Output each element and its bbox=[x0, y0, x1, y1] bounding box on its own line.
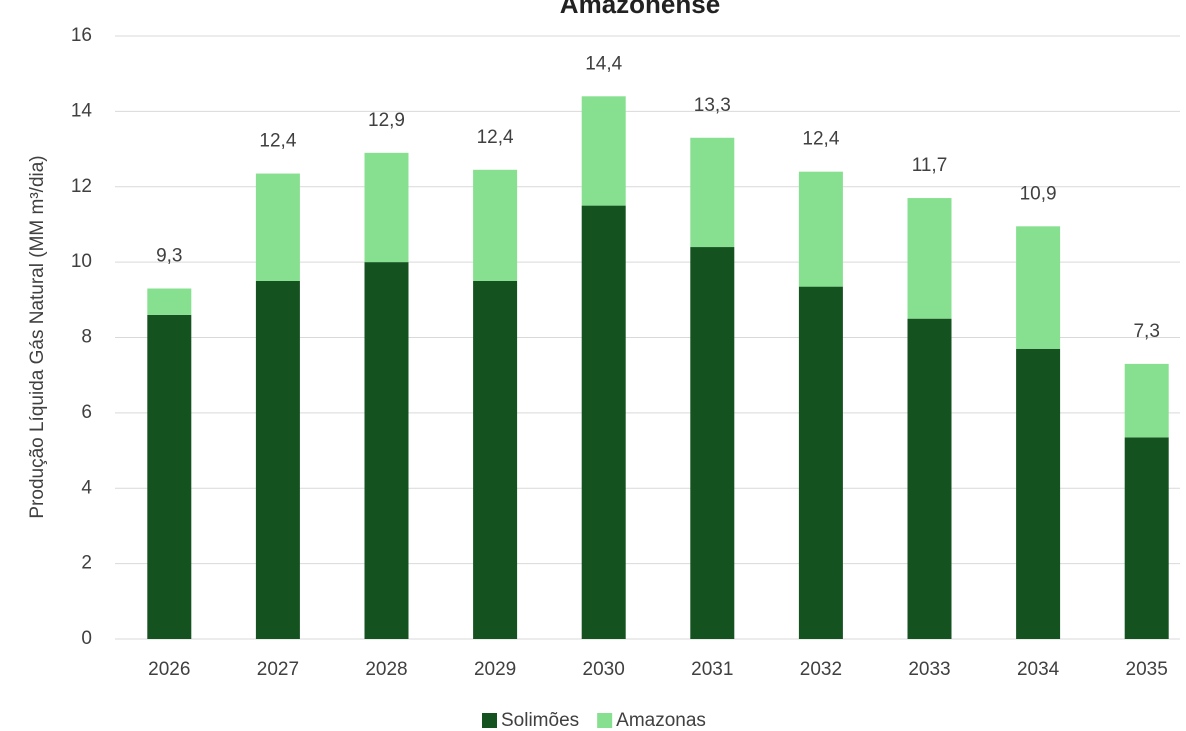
bar-segment bbox=[907, 198, 952, 319]
x-tick-label: 2031 bbox=[691, 659, 733, 680]
x-tick-label: 2033 bbox=[908, 659, 950, 680]
bar-segment bbox=[907, 318, 952, 639]
total-label: 12,9 bbox=[368, 110, 405, 131]
x-tick-label: 2032 bbox=[800, 659, 842, 680]
y-tick-label: 8 bbox=[81, 327, 92, 348]
bar-segment bbox=[798, 171, 843, 287]
x-tick-label: 2029 bbox=[474, 659, 516, 680]
y-tick-label: 10 bbox=[71, 251, 92, 272]
bar-segment bbox=[1016, 348, 1061, 639]
legend-label: Amazonas bbox=[616, 710, 706, 731]
total-label: 12,4 bbox=[802, 129, 839, 150]
legend-swatch bbox=[597, 713, 613, 728]
total-label: 9,3 bbox=[156, 246, 182, 267]
total-label: 7,3 bbox=[1133, 321, 1159, 342]
bar-segment bbox=[473, 169, 518, 281]
total-label: 13,3 bbox=[694, 95, 731, 116]
y-axis-label: Produção Líquida Gás Natural (MM m³/dia) bbox=[27, 155, 48, 518]
bar-segment bbox=[690, 137, 735, 248]
x-tick-label: 2028 bbox=[365, 659, 407, 680]
bar-segment bbox=[581, 96, 626, 206]
total-label: 14,4 bbox=[585, 53, 622, 74]
total-label: 11,7 bbox=[912, 155, 948, 176]
legend-swatch bbox=[482, 713, 497, 728]
bar-segment bbox=[1016, 226, 1061, 349]
legend-label: Solimões bbox=[501, 710, 579, 731]
bar-segment bbox=[1124, 363, 1169, 438]
bar-segment bbox=[255, 173, 300, 281]
bar-segment bbox=[147, 314, 192, 639]
bar-segment bbox=[364, 152, 409, 263]
x-tick-label: 2035 bbox=[1126, 659, 1168, 680]
total-label: 10,9 bbox=[1020, 183, 1057, 204]
y-tick-label: 12 bbox=[71, 176, 92, 197]
y-tick-label: 4 bbox=[81, 477, 92, 498]
y-tick-label: 2 bbox=[81, 553, 92, 574]
bar-segment bbox=[798, 286, 843, 639]
bar-segment bbox=[473, 280, 518, 639]
y-tick-label: 14 bbox=[71, 100, 93, 121]
x-tick-label: 2027 bbox=[257, 659, 299, 680]
bar-segment bbox=[255, 280, 300, 639]
y-tick-label: 0 bbox=[81, 628, 92, 649]
total-label: 12,4 bbox=[477, 127, 514, 148]
x-tick-label: 2030 bbox=[583, 659, 625, 680]
y-tick-label: 16 bbox=[71, 25, 92, 46]
total-label: 12,4 bbox=[259, 131, 296, 152]
bar-segment bbox=[581, 205, 626, 639]
bar-segment bbox=[364, 262, 409, 639]
bar-segment bbox=[147, 288, 192, 315]
x-tick-label: 2034 bbox=[1017, 659, 1060, 680]
y-tick-label: 6 bbox=[81, 402, 92, 423]
x-tick-label: 2026 bbox=[148, 659, 190, 680]
chart-title: Amazonense bbox=[560, 0, 720, 19]
bar-segment bbox=[690, 247, 735, 640]
bar-segment bbox=[1124, 437, 1169, 639]
